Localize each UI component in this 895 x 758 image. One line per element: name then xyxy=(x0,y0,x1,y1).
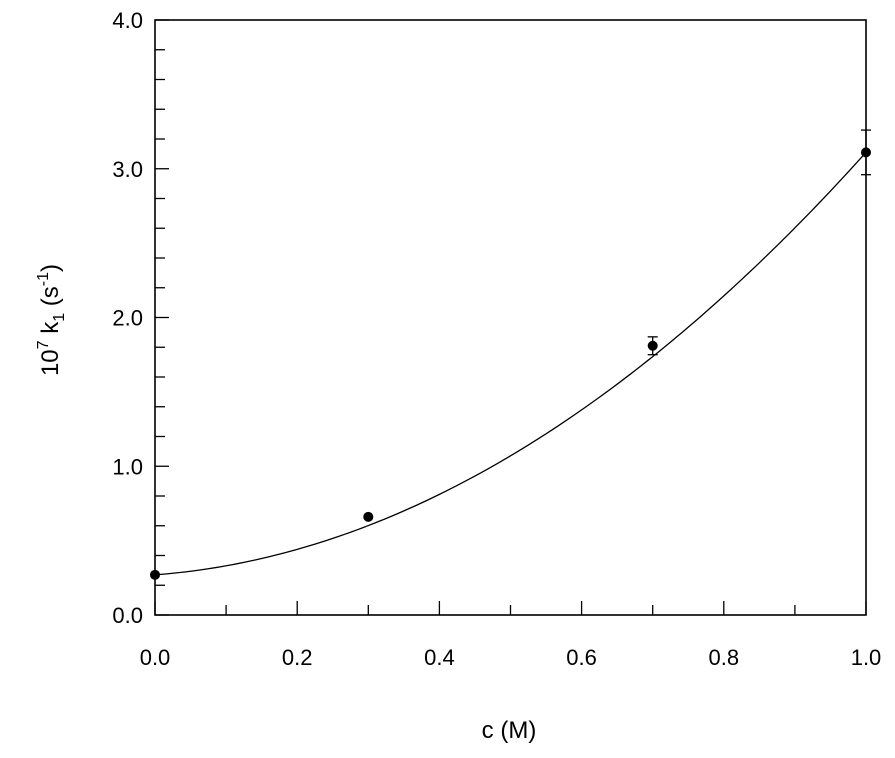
y-tick-label: 2.0 xyxy=(112,306,143,331)
y-tick-label: 1.0 xyxy=(112,454,143,479)
y-axis-title-sub: 1 xyxy=(51,313,68,322)
y-tick-label: 0.0 xyxy=(112,603,143,628)
y-axis-title-unit-close: ) xyxy=(37,264,64,272)
data-point xyxy=(363,511,374,522)
plot-frame xyxy=(154,19,867,616)
plot-area xyxy=(154,19,867,616)
y-axis-title-exp: 7 xyxy=(35,340,52,349)
y-axis-title-unit-exp: -1 xyxy=(35,272,52,286)
y-tick-label: 4.0 xyxy=(112,8,143,33)
x-tick-label: 0.0 xyxy=(140,645,171,670)
y-axis-title: 107 k1 (s-1) xyxy=(35,264,68,376)
x-tick-label: 1.0 xyxy=(851,645,882,670)
y-axis-title-var: k xyxy=(37,321,64,341)
data-point xyxy=(647,340,658,351)
data-point xyxy=(150,569,160,580)
x-axis-title: c (M) xyxy=(482,717,537,744)
data-points xyxy=(150,129,871,580)
x-tick-label: 0.2 xyxy=(282,645,313,670)
fit-curve xyxy=(154,151,867,576)
axis-ticks xyxy=(154,19,867,616)
y-axis-title-prefix: 10 xyxy=(37,349,64,376)
tick-labels: 0.0 0.2 0.4 0.6 0.8 1.0 0.0 1.0 2.0 3.0 4.0 xyxy=(112,8,881,670)
y-axis-title-unit-open: (s xyxy=(37,286,64,313)
y-tick-label: 3.0 xyxy=(112,157,143,182)
data-point xyxy=(861,147,871,158)
x-tick-label: 0.6 xyxy=(566,645,597,670)
x-tick-label: 0.4 xyxy=(424,645,455,670)
x-tick-label: 0.8 xyxy=(709,645,740,670)
